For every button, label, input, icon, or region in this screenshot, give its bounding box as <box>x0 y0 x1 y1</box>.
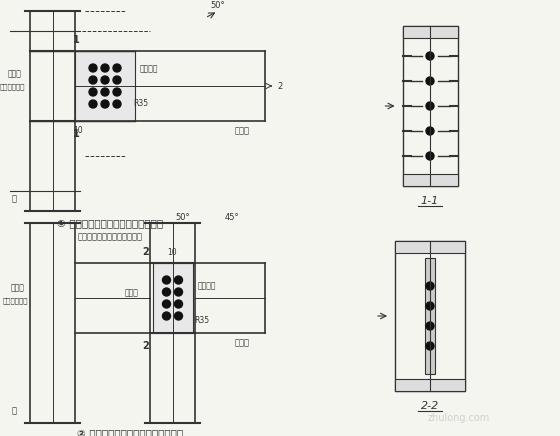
Text: 50°: 50° <box>210 1 225 10</box>
Text: 楼面棁: 楼面棁 <box>235 338 250 347</box>
Circle shape <box>113 88 121 96</box>
Text: 1: 1 <box>73 129 80 139</box>
Circle shape <box>113 64 121 72</box>
Text: （成对布置）: （成对布置） <box>2 297 28 303</box>
Circle shape <box>426 342 434 350</box>
Circle shape <box>162 288 170 296</box>
Circle shape <box>101 64 109 72</box>
Bar <box>395 241 465 391</box>
Circle shape <box>426 322 434 330</box>
Text: 柱: 柱 <box>12 406 17 415</box>
Text: 2: 2 <box>142 341 149 351</box>
Bar <box>403 26 458 38</box>
Circle shape <box>175 300 183 308</box>
Text: 45°: 45° <box>225 213 240 222</box>
Circle shape <box>175 288 183 296</box>
Text: 2: 2 <box>277 82 282 91</box>
Bar <box>395 241 465 253</box>
Text: ① 楼面棁与刚架柱的刚性连接（一）: ① 楼面棁与刚架柱的刚性连接（一） <box>57 218 163 228</box>
Circle shape <box>426 302 434 310</box>
Bar <box>395 379 465 391</box>
Circle shape <box>101 76 109 84</box>
Text: 50°: 50° <box>175 213 190 222</box>
Text: 1-1: 1-1 <box>421 196 439 206</box>
Bar <box>75 51 135 121</box>
Circle shape <box>89 100 97 108</box>
Circle shape <box>175 312 183 320</box>
Circle shape <box>162 276 170 284</box>
Bar <box>152 263 193 333</box>
Circle shape <box>89 88 97 96</box>
Circle shape <box>162 300 170 308</box>
Text: 10: 10 <box>73 126 83 135</box>
Text: 加劲股: 加劲股 <box>8 69 22 78</box>
Circle shape <box>426 282 434 290</box>
Circle shape <box>426 52 434 60</box>
Circle shape <box>101 88 109 96</box>
Text: 高强螺栓: 高强螺栓 <box>140 64 158 73</box>
Circle shape <box>426 152 434 160</box>
Text: 1: 1 <box>73 35 80 45</box>
Bar <box>403 174 458 186</box>
Text: 楼面棁: 楼面棁 <box>235 126 250 135</box>
Circle shape <box>101 100 109 108</box>
Circle shape <box>426 77 434 85</box>
Circle shape <box>175 276 183 284</box>
Text: ② 楼面棁与刚架柱的刚性连接（二）: ② 楼面棁与刚架柱的刚性连接（二） <box>77 428 183 436</box>
Text: 柱: 柱 <box>12 194 17 203</box>
Text: （成对布置）: （成对布置） <box>0 83 25 90</box>
Text: 10: 10 <box>167 248 178 257</box>
Text: 2-2: 2-2 <box>421 401 439 411</box>
Text: 2: 2 <box>142 247 149 257</box>
Text: 加劲股: 加劲股 <box>11 283 25 292</box>
Circle shape <box>89 64 97 72</box>
Text: zhulong.com: zhulong.com <box>428 413 490 423</box>
Bar <box>403 26 458 186</box>
Text: R35: R35 <box>194 316 209 325</box>
Text: 高强螺栓: 高强螺栓 <box>198 281 216 290</box>
Bar <box>425 258 435 374</box>
Text: （楼面棁与刚架柱直接连接）: （楼面棁与刚架柱直接连接） <box>77 232 142 241</box>
Circle shape <box>426 127 434 135</box>
Circle shape <box>113 76 121 84</box>
Circle shape <box>89 76 97 84</box>
Text: R35: R35 <box>133 99 148 108</box>
Circle shape <box>426 102 434 110</box>
Text: 连接板: 连接板 <box>124 288 138 297</box>
Circle shape <box>113 100 121 108</box>
Circle shape <box>162 312 170 320</box>
